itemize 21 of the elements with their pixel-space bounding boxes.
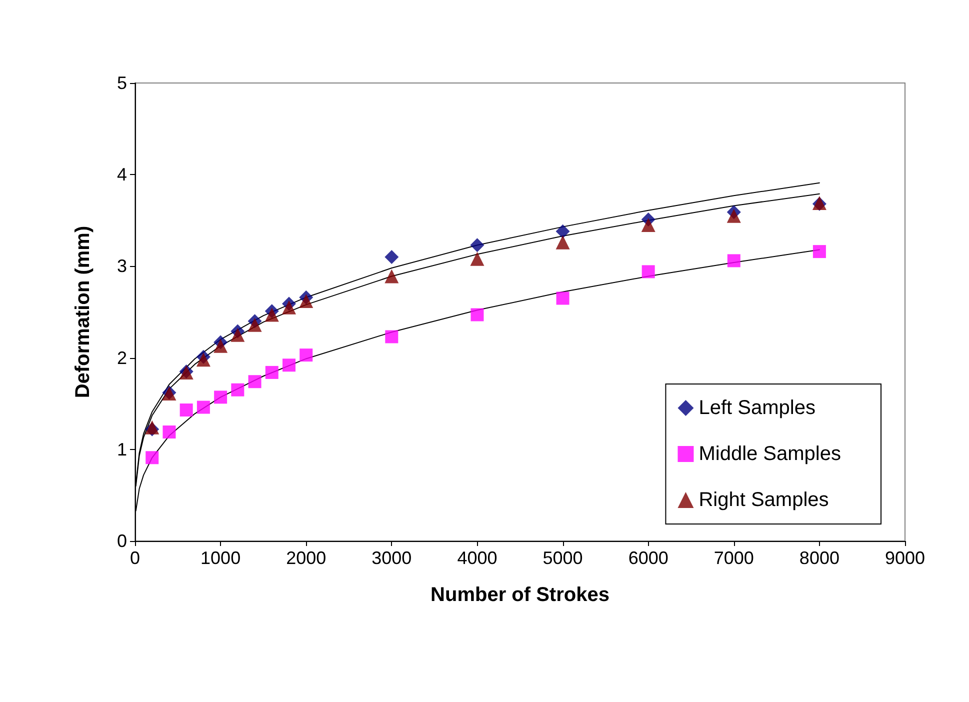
x-axis-title: Number of Strokes: [430, 584, 610, 606]
x-tick-label: 5000: [542, 548, 583, 568]
x-tick-label: 1000: [200, 548, 241, 568]
y-tick-label: 0: [116, 531, 127, 551]
x-tick-label: 6000: [628, 548, 668, 568]
y-axis-title: Deformation (mm): [72, 226, 94, 398]
x-tick-label: 7000: [714, 548, 754, 568]
x-tick-label: 9000: [884, 548, 926, 568]
y-tick-label: 4: [116, 164, 127, 185]
x-tick-label: 2000: [286, 548, 326, 568]
legend-label: Right Samples: [698, 489, 829, 511]
x-tick-label: 0: [130, 548, 140, 568]
y-tick-label: 3: [116, 256, 127, 276]
legend-label: Left Samples: [698, 397, 816, 419]
x-tick-label: 8000: [799, 548, 840, 568]
y-tick-label: 2: [116, 348, 127, 368]
y-tick-label: 5: [116, 73, 127, 93]
y-tick-label: 1: [116, 439, 127, 460]
x-tick-label: 4000: [457, 548, 498, 568]
x-tick-label: 3000: [372, 548, 412, 568]
legend-label: Middle Samples: [698, 443, 842, 465]
